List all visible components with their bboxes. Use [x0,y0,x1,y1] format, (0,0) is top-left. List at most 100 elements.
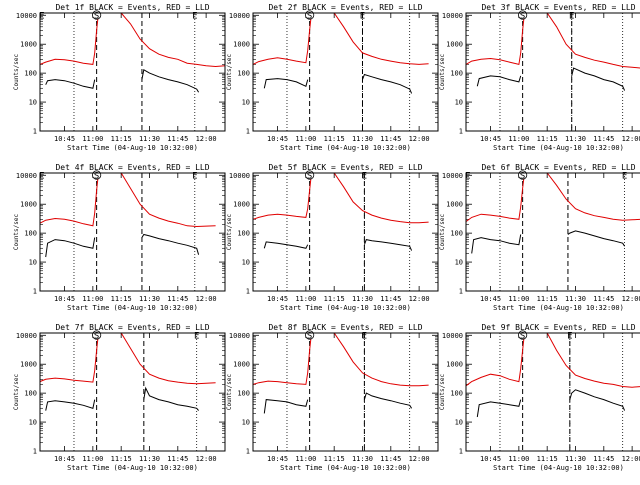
detector-panel-8: Det 8f BLACK = Events, RED = LLD Counts/s… [226,323,439,472]
y-axis-label: Counts/sec [439,54,446,91]
panel-title: Det 5f BLACK = Events, RED = LLD [268,163,422,172]
x-tick-label: 11:00 [295,295,316,303]
x-tick-label: 11:15 [324,455,345,463]
y-axis-label: Counts/sec [439,214,446,251]
y-tick-label: 100 [450,230,463,238]
y-tick-label: 10000 [442,332,463,340]
event-marker-label: S [94,172,99,182]
x-tick-label: 10:45 [54,455,75,463]
y-tick-label: 10 [455,259,463,267]
x-tick-label: 11:15 [537,455,558,463]
panel-plot-area [40,13,225,93]
x-tick-label: 12:00 [409,135,430,143]
y-tick-label: 100 [24,390,37,398]
y-tick-label: 10 [455,99,463,107]
y-tick-label: 10000 [229,332,250,340]
y-tick-label: 10 [242,99,250,107]
x-tick-label: 11:45 [593,295,614,303]
x-axis-label: Start Time (04-Aug-10 10:32:00) [67,144,198,152]
y-tick-label: 100 [24,230,37,238]
series-line-events [471,234,522,254]
y-tick-label: 1000 [446,361,463,369]
x-tick-label: 12:00 [622,295,640,303]
series-line-lld [466,13,640,69]
x-tick-label: 10:45 [267,455,288,463]
y-tick-label: 10000 [16,172,37,180]
series-line-lld [40,13,225,68]
series-line-events [45,237,96,258]
x-tick-label: 11:30 [352,295,373,303]
x-tick-label: 10:45 [54,295,75,303]
x-axis-label: Start Time (04-Aug-10 10:32:00) [67,304,198,312]
x-tick-label: 10:45 [267,135,288,143]
y-tick-label: 100 [237,390,250,398]
y-tick-label: 1000 [233,201,250,209]
y-axis-label: Counts/sec [13,54,20,91]
series-line-events [567,230,626,247]
x-tick-label: 11:15 [537,135,558,143]
detector-panel-1: Det 1f BLACK = Events, RED = LLD Counts/s… [13,3,226,152]
y-tick-label: 1000 [20,201,37,209]
y-tick-label: 100 [237,230,250,238]
event-marker-label: S [520,12,525,22]
x-tick-label: 11:15 [111,455,132,463]
event-marker-label: E [192,172,197,182]
y-tick-label: 100 [237,70,250,78]
x-tick-label: 11:00 [82,135,103,143]
detector-panel-3: Det 3f BLACK = Events, RED = LLD Counts/s… [439,3,640,152]
event-marker-label: E [362,332,367,342]
x-tick-label: 11:45 [593,135,614,143]
event-marker-label: S [94,12,99,22]
x-tick-label: 11:00 [82,455,103,463]
y-tick-label: 10 [455,419,463,427]
x-tick-label: 12:00 [622,455,640,463]
x-tick-label: 10:45 [480,295,501,303]
series-line-lld [253,13,429,65]
series-line-lld [253,333,429,387]
x-axis-label: Start Time (04-Aug-10 10:32:00) [493,144,624,152]
series-line-events [476,399,522,418]
detector-panel-6: Det 6f BLACK = Events, RED = LLD Counts/s… [439,163,640,312]
y-tick-label: 10000 [229,12,250,20]
event-marker-label: E [192,12,197,22]
x-tick-label: 11:30 [565,135,586,143]
x-axis-label: Start Time (04-Aug-10 10:32:00) [280,304,411,312]
x-tick-label: 11:00 [508,455,529,463]
event-marker-label: S [520,172,525,182]
y-tick-label: 10 [29,259,37,267]
series-line-lld [40,173,216,228]
series-line-events [362,73,413,94]
detector-panel-2: Det 2f BLACK = Events, RED = LLD Counts/s… [226,3,439,152]
y-tick-label: 10000 [442,12,463,20]
series-line-events [263,78,309,89]
panel-title: Det 7f BLACK = Events, RED = LLD [55,323,209,332]
panel-frame [252,332,439,452]
x-tick-label: 11:45 [380,135,401,143]
panel-title: Det 1f BLACK = Events, RED = LLD [55,3,209,12]
x-tick-label: 11:30 [565,295,586,303]
panel-plot-area [253,173,429,251]
y-tick-label: 1 [459,288,463,296]
panel-plot-area [253,13,429,94]
series-line-events [571,67,626,91]
y-tick-label: 1 [459,128,463,136]
y-tick-label: 10000 [229,172,250,180]
event-marker-label: S [520,332,525,342]
panel-frame [465,172,640,292]
panel-plot-area [253,333,429,414]
x-axis-label: Start Time (04-Aug-10 10:32:00) [67,464,198,472]
panel-frame [252,12,439,132]
y-tick-label: 10 [29,419,37,427]
y-tick-label: 1 [246,128,250,136]
x-tick-label: 12:00 [622,135,640,143]
y-tick-label: 1 [246,288,250,296]
detector-panel-5: Det 5f BLACK = Events, RED = LLD Counts/s… [226,163,439,312]
y-axis-label: Counts/sec [226,214,233,251]
x-tick-label: 11:30 [352,135,373,143]
x-axis-label: Start Time (04-Aug-10 10:32:00) [280,464,411,472]
x-tick-label: 11:00 [508,295,529,303]
x-tick-label: 11:30 [139,455,160,463]
y-tick-label: 1000 [446,201,463,209]
y-tick-label: 1 [33,448,37,456]
event-marker-label: E [39,12,44,22]
